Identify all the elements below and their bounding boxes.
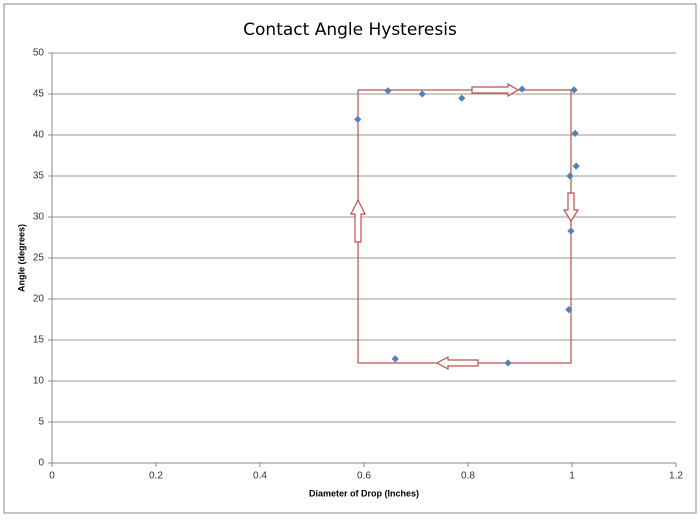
point [565, 306, 573, 314]
point [391, 355, 399, 363]
y-tick-label: 45 [33, 89, 45, 100]
y-tick-label: 50 [33, 48, 45, 59]
x-tick-label: 0.2 [149, 471, 163, 482]
x-axis-label: Diameter of Drop (Inches) [309, 488, 419, 498]
point [418, 90, 426, 98]
point [458, 94, 466, 102]
point [354, 115, 362, 124]
arrow-up [350, 198, 366, 243]
point [504, 359, 512, 367]
point [384, 87, 392, 95]
point [566, 172, 574, 180]
point [570, 86, 578, 94]
y-tick-label: 10 [33, 376, 45, 387]
y-tick-label: 0 [38, 458, 44, 469]
x-tick-label: 1 [569, 471, 575, 482]
points [354, 85, 580, 367]
point [567, 227, 575, 235]
arrow-left [435, 355, 479, 371]
y-tick-label: 20 [33, 294, 45, 305]
y-axis-label: Angle (degrees) [16, 224, 26, 292]
arrow-down [562, 192, 580, 223]
y-tick-label: 5 [38, 417, 44, 428]
x-tick-label: 1.2 [669, 471, 683, 482]
point [518, 85, 526, 93]
point [572, 162, 580, 170]
chart-title: Contact Angle Hysteresis [243, 20, 457, 40]
y-tick-label: 30 [33, 212, 45, 223]
grid: 0 5 10 15 20 25 30 35 40 45 50 0 0.2 0.4 0.6 0.8 1 1.2 [33, 48, 684, 482]
x-tick-label: 0.8 [461, 471, 475, 482]
x-tick-label: 0.4 [253, 471, 267, 482]
x-tick-label: 0.6 [357, 471, 371, 482]
arrow-right [471, 82, 520, 98]
y-tick-label: 40 [33, 130, 45, 141]
x-tick-label: 0 [49, 471, 55, 482]
point [571, 129, 579, 137]
y-tick-label: 35 [33, 171, 45, 182]
hysteresis-loop [350, 82, 580, 371]
y-tick-label: 25 [33, 253, 45, 264]
y-tick-label: 15 [33, 335, 45, 346]
